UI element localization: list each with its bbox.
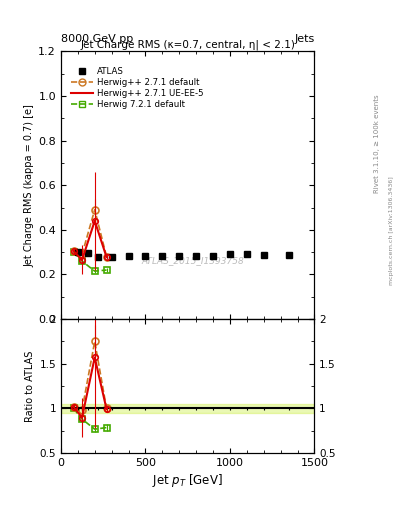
Text: Jets: Jets [294,33,314,44]
Title: Jet Charge RMS (κ=0.7, central, η| < 2.1): Jet Charge RMS (κ=0.7, central, η| < 2.1… [80,39,295,50]
Text: 8000 GeV pp: 8000 GeV pp [61,33,133,44]
Text: Rivet 3.1.10, ≥ 100k events: Rivet 3.1.10, ≥ 100k events [374,94,380,193]
Text: mcplots.cern.ch [arXiv:1306.3436]: mcplots.cern.ch [arXiv:1306.3436] [389,176,393,285]
X-axis label: Jet $p_{T}$ [GeV]: Jet $p_{T}$ [GeV] [152,472,223,489]
Y-axis label: Ratio to ATLAS: Ratio to ATLAS [25,350,35,422]
Y-axis label: Jet Charge RMS (kappa = 0.7) [e]: Jet Charge RMS (kappa = 0.7) [e] [24,104,34,267]
Legend: ATLAS, Herwig++ 2.7.1 default, Herwig++ 2.7.1 UE-EE-5, Herwig 7.2.1 default: ATLAS, Herwig++ 2.7.1 default, Herwig++ … [68,63,207,113]
Bar [61,404,314,413]
Text: ATLAS_2015_I1393758: ATLAS_2015_I1393758 [141,255,244,265]
